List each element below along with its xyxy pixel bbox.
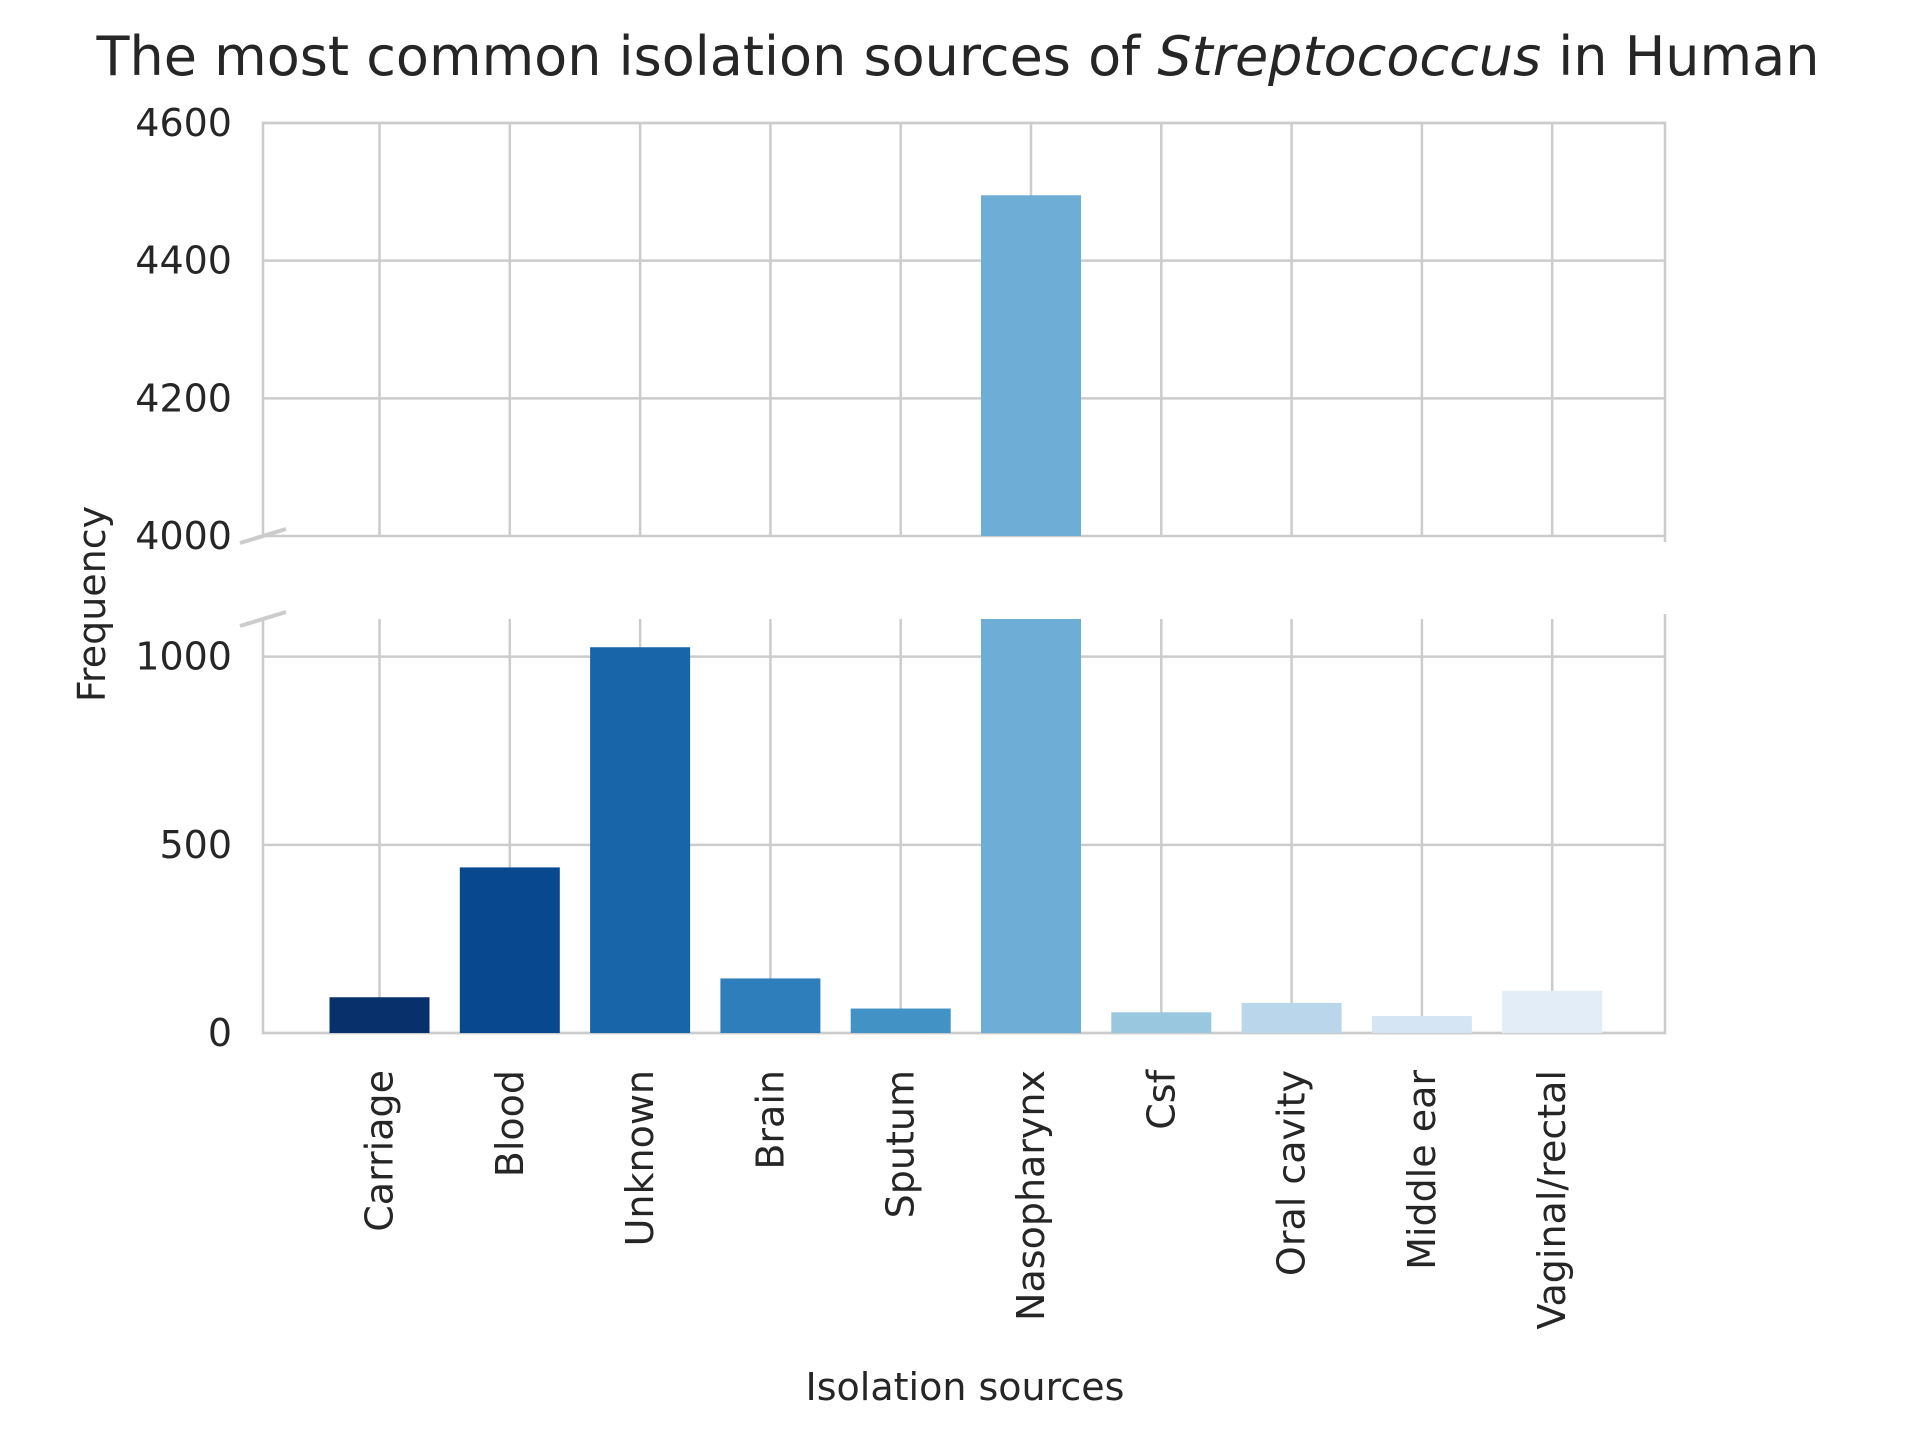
- y-tick-label: 4200: [135, 376, 232, 420]
- bar-lower: [459, 867, 560, 1033]
- y-tick-label: 4000: [135, 514, 232, 558]
- bar-lower: [850, 1008, 951, 1033]
- x-tick-labels: Carriage Blood Unknown Brain Sputum Nasophary…: [358, 1068, 1575, 1329]
- x-tick-label: Oral cavity: [1270, 1070, 1314, 1276]
- x-axis-label: Isolation sources: [806, 1365, 1125, 1409]
- y-axis-label: Frequency: [70, 506, 114, 702]
- x-tick-label: Nasopharynx: [1009, 1070, 1053, 1321]
- y-tick-label: 4600: [135, 101, 232, 145]
- y-tick-label: 0: [208, 1011, 232, 1055]
- title-part: The most common isolation sources of: [96, 25, 1158, 88]
- x-tick-label: Vaginal/rectal: [1530, 1070, 1574, 1330]
- x-tick-label: Sputum: [879, 1070, 923, 1218]
- y-tick-label: 500: [159, 823, 232, 867]
- x-tick-label: Carriage: [358, 1070, 402, 1232]
- axis-break-mark-upper: [239, 527, 287, 545]
- x-tick-label: Csf: [1139, 1068, 1183, 1129]
- title-part: Streptococcus: [1157, 25, 1541, 88]
- x-tick-label: Middle ear: [1400, 1070, 1444, 1270]
- y-tick-label: 4400: [135, 239, 232, 283]
- bar-lower: [720, 978, 821, 1033]
- bar-lower: [981, 619, 1081, 1033]
- bar-lower: [1111, 1012, 1212, 1033]
- bar-lower: [590, 647, 691, 1033]
- x-tick-label: Unknown: [618, 1070, 662, 1246]
- x-tick-label: Brain: [748, 1070, 792, 1170]
- lower-panel: 0 500 1000: [135, 610, 1667, 1055]
- y-tick-label: 1000: [135, 635, 232, 679]
- bar-upper: [981, 195, 1081, 536]
- bar-lower: [1371, 1016, 1472, 1033]
- axis-break-mark-lower: [239, 610, 287, 628]
- title-part: in Human: [1541, 25, 1819, 88]
- bar-lower: [1241, 1002, 1342, 1033]
- lower-spines: [261, 614, 1667, 1035]
- upper-panel: 4000 4200 4400 4600: [135, 101, 1667, 558]
- bar-lower: [329, 997, 430, 1033]
- upper-spines: [261, 121, 1667, 542]
- x-tick-label: Blood: [488, 1070, 532, 1177]
- chart-title: The most common isolation sources of Str…: [96, 25, 1820, 88]
- bar-lower: [1502, 990, 1603, 1033]
